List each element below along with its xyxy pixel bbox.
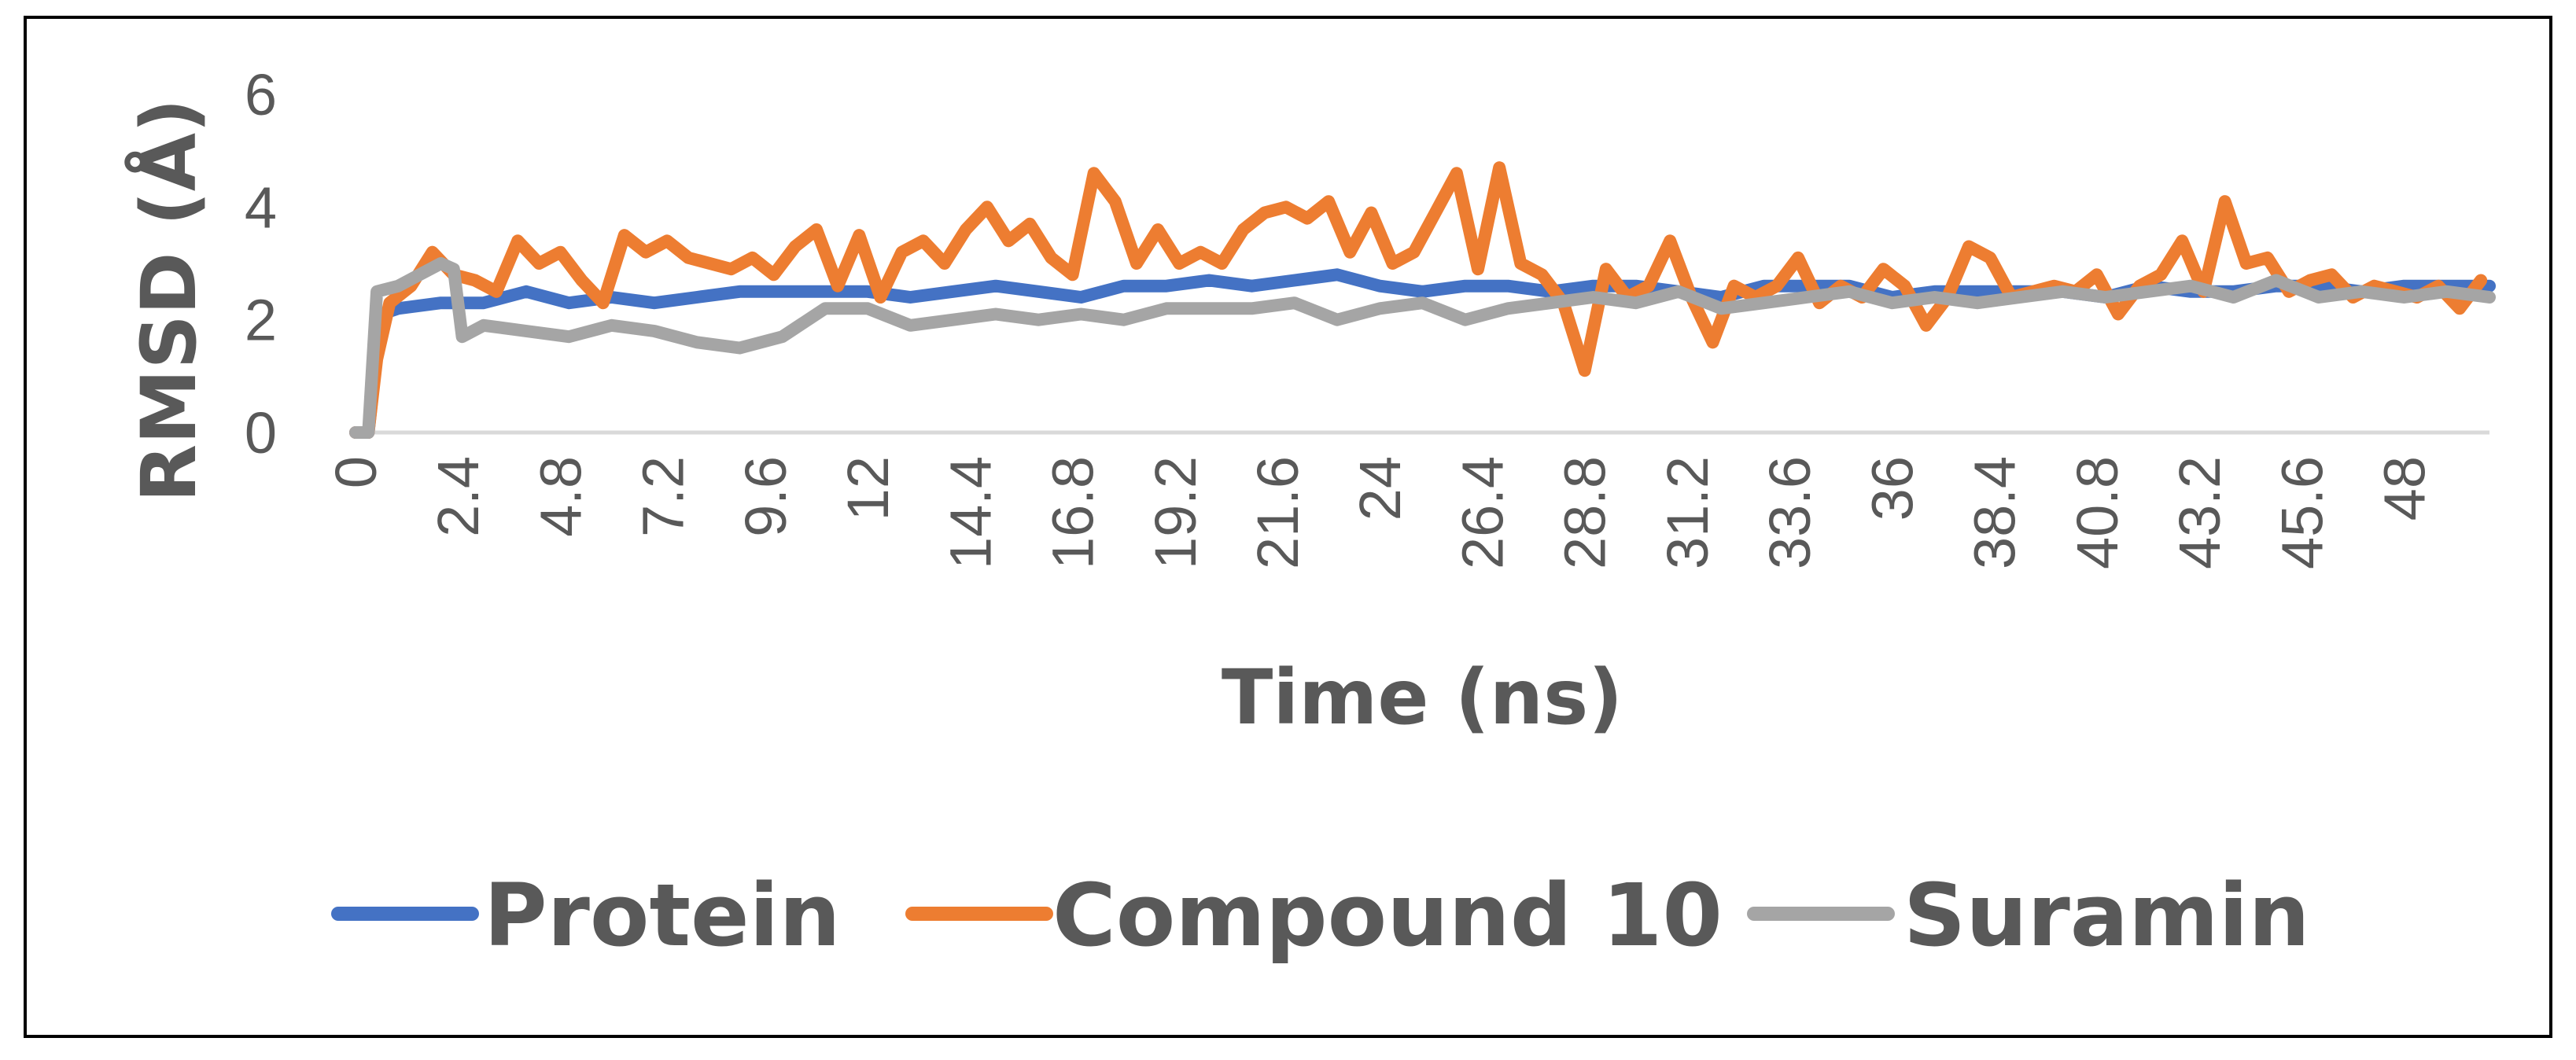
- y-axis-title: RMSD (Å): [124, 98, 213, 502]
- x-tick-label: 14.4: [938, 456, 1003, 569]
- x-tick-label: 38.4: [1962, 456, 2028, 569]
- y-tick-label: 6: [245, 62, 277, 127]
- x-tick-label: 36: [1859, 456, 1925, 521]
- y-tick-label: 2: [245, 288, 277, 353]
- x-tick-label: 4.8: [528, 456, 593, 537]
- x-tick-label: 43.2: [2167, 456, 2232, 569]
- x-tick-label: 24: [1347, 456, 1413, 521]
- x-tick-label: 0: [323, 456, 389, 488]
- chart-frame: [24, 16, 2552, 1038]
- series-line-compound-10: [349, 161, 2488, 439]
- x-tick-label: 19.2: [1143, 456, 1208, 569]
- x-tick-label: 31.2: [1655, 456, 1720, 569]
- series-line-suramin: [349, 257, 2496, 439]
- x-tick-label: 7.2: [631, 456, 696, 537]
- y-tick-label: 0: [245, 400, 277, 466]
- legend-label-suramin: Suramin: [1903, 865, 2310, 966]
- legend-label-protein: Protein: [484, 865, 841, 966]
- x-tick-label: 45.6: [2269, 456, 2335, 569]
- x-tick-label: 48: [2371, 456, 2437, 521]
- x-tick-label: 28.8: [1553, 456, 1618, 569]
- legend: Protein Compound 10 Suramin: [331, 865, 2310, 966]
- x-tick-label: 2.4: [426, 456, 491, 537]
- x-tick-label: 21.6: [1245, 456, 1310, 569]
- series-group: [349, 161, 2496, 439]
- legend-label-compound-10: Compound 10: [1052, 865, 1723, 966]
- y-tick-labels: 0 2 4 6: [245, 62, 277, 466]
- y-tick-label: 4: [245, 175, 277, 240]
- x-tick-label: 16.8: [1041, 456, 1106, 569]
- x-tick-label: 9.6: [733, 456, 798, 537]
- x-tick-label: 12: [835, 456, 901, 521]
- x-tick-label: 33.6: [1757, 456, 1822, 569]
- x-axis-title: Time (ns): [1222, 653, 1623, 742]
- x-tick-label: 26.4: [1450, 456, 1515, 569]
- x-tick-labels: 0 2.4 4.8 7.2 9.6 12 14.4 16.8 19.2 21.6 24 26.4 28.…: [323, 456, 2437, 569]
- x-tick-label: 40.8: [2065, 456, 2130, 569]
